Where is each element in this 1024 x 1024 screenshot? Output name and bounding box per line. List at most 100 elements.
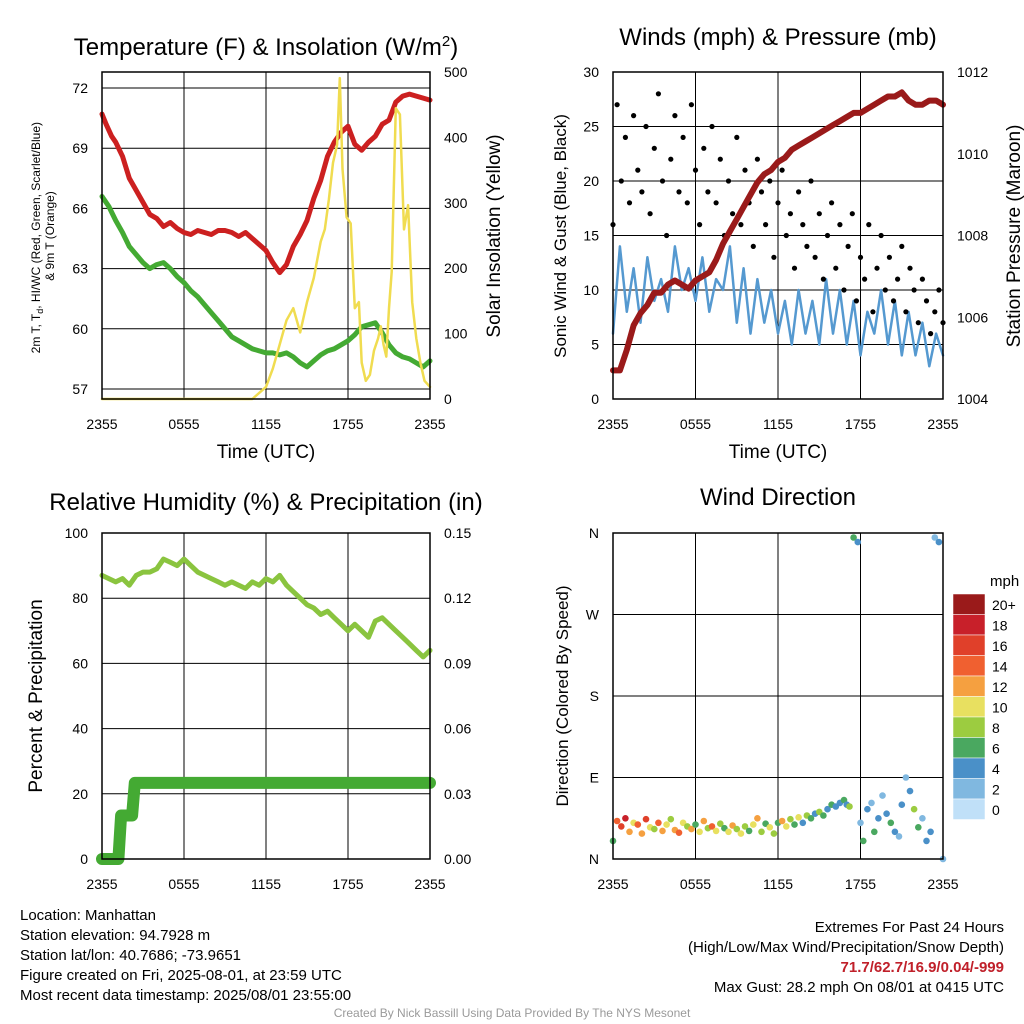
x-tick-label: 2355 [86, 876, 117, 892]
legend-label: 4 [992, 761, 1000, 777]
x-tick-label: 1155 [763, 876, 793, 892]
direction-point [860, 837, 867, 845]
y-tick-label: 0 [80, 851, 88, 867]
direction-point [700, 817, 708, 825]
direction-point [879, 792, 886, 799]
gust-point [800, 222, 806, 228]
y2-tick-label: 1004 [957, 391, 988, 407]
direction-point [915, 824, 922, 831]
station-latlon: Station lat/lon: 40.7686; -73.9651 [20, 947, 242, 964]
legend-swatch [952, 634, 986, 656]
sonic-wind-line [611, 245, 945, 368]
direction-point [871, 828, 878, 836]
direction-point [923, 837, 930, 845]
x-tick-label: 1755 [332, 416, 363, 432]
sonic-wind-series [611, 245, 945, 368]
legend-swatch [952, 757, 986, 779]
legend-label: 12 [992, 679, 1008, 695]
gust-point [787, 211, 794, 217]
temperature-tick-labels: 2355 0555 1155 1755 2355 57 60 63 66 69 72 0 100 200 3… [72, 64, 467, 432]
direction-point [750, 821, 757, 828]
wind-direction-panel: Wind Direction 2355 0555 1155 1755 2355 N E S W N… [553, 484, 1019, 892]
y2-tick-label: 0.00 [444, 851, 471, 867]
x-tick-label: 1755 [845, 876, 876, 892]
legend-label: 16 [992, 638, 1008, 654]
gust-point [742, 167, 748, 173]
gust-point [907, 265, 913, 271]
y2-tick-label: 1012 [957, 64, 988, 80]
x-tick-label: 1755 [845, 416, 876, 432]
direction-point [875, 815, 882, 822]
y2-tick-label: 200 [444, 260, 468, 276]
station-info: Location: Manhattan Station elevation: 9… [20, 906, 351, 1006]
temperature-line [99, 91, 433, 276]
direction-point [898, 801, 906, 808]
direction-point [618, 823, 625, 830]
direction-point [766, 824, 774, 831]
direction-point [642, 815, 650, 823]
direction-point [883, 810, 890, 817]
direction-point [854, 538, 862, 546]
credit-line: Created By Nick Bassill Using Data Provi… [333, 1006, 691, 1020]
legend-swatch [952, 614, 986, 636]
gust-point [676, 189, 682, 195]
gust-point [829, 200, 835, 206]
winds-frame [612, 71, 944, 400]
gust-point [862, 276, 868, 282]
gust-point [833, 265, 839, 271]
temperature-panel: Temperature (F) & Insolation (W/m2) 2355… [29, 33, 505, 463]
gust-point [651, 145, 657, 151]
gust-point [899, 243, 905, 249]
temperature-title: Temperature (F) & Insolation (W/m2) [74, 33, 458, 61]
y-tick-label: 15 [583, 228, 599, 244]
direction-point [787, 815, 794, 823]
y-tick-label: 72 [72, 80, 88, 96]
gust-point [758, 189, 765, 195]
temperature-series [99, 91, 433, 276]
x-tick-label: 2355 [927, 416, 958, 432]
direction-point [770, 830, 778, 837]
gust-series [610, 91, 946, 337]
gust-point [874, 265, 880, 271]
y-tick-label: 20 [72, 786, 88, 802]
humidity-line [99, 556, 433, 660]
legend-label: 0 [992, 802, 1000, 818]
x-tick-label: 0555 [680, 876, 711, 892]
direction-point [754, 815, 761, 822]
direction-point [868, 799, 875, 807]
gust-point [903, 309, 909, 315]
gust-point [713, 200, 719, 206]
gust-point [684, 200, 690, 206]
gust-point [647, 211, 653, 217]
humidity-tick-labels: 2355 0555 1155 1755 2355 0 20 40 60 80 100 0.00 0.03… [65, 525, 472, 892]
gust-point [697, 222, 703, 228]
legend-label: 2 [992, 782, 1000, 798]
x-tick-label: 1155 [251, 876, 281, 892]
gust-point [754, 156, 761, 162]
legend-swatch [952, 675, 986, 697]
gust-point [878, 232, 884, 239]
gust-point [767, 178, 773, 184]
direction-point [935, 538, 943, 546]
legend-label: 18 [992, 618, 1008, 634]
temperature-grid [101, 72, 431, 399]
y-tick-label: 100 [65, 525, 89, 541]
direction-point [783, 823, 790, 830]
x-tick-label: 0555 [168, 416, 199, 432]
direction-point [737, 830, 745, 837]
gust-point [870, 309, 876, 315]
gust-point [680, 134, 686, 140]
wind-direction-title: Wind Direction [700, 484, 856, 511]
direction-point [919, 815, 926, 822]
gust-point [796, 189, 802, 195]
extremes-title: Extremes For Past 24 Hours [814, 919, 1004, 936]
legend-label: 10 [992, 700, 1008, 716]
gust-point [915, 320, 921, 326]
y-tick-label: 40 [72, 721, 88, 737]
direction-point [717, 820, 724, 827]
temperature-y-label: 2m T, Td, HI/WC (Red, Green, Scarlet/Blu… [29, 119, 57, 354]
legend-swatch [952, 716, 986, 738]
gust-point [845, 243, 851, 249]
gust-point [763, 222, 769, 228]
